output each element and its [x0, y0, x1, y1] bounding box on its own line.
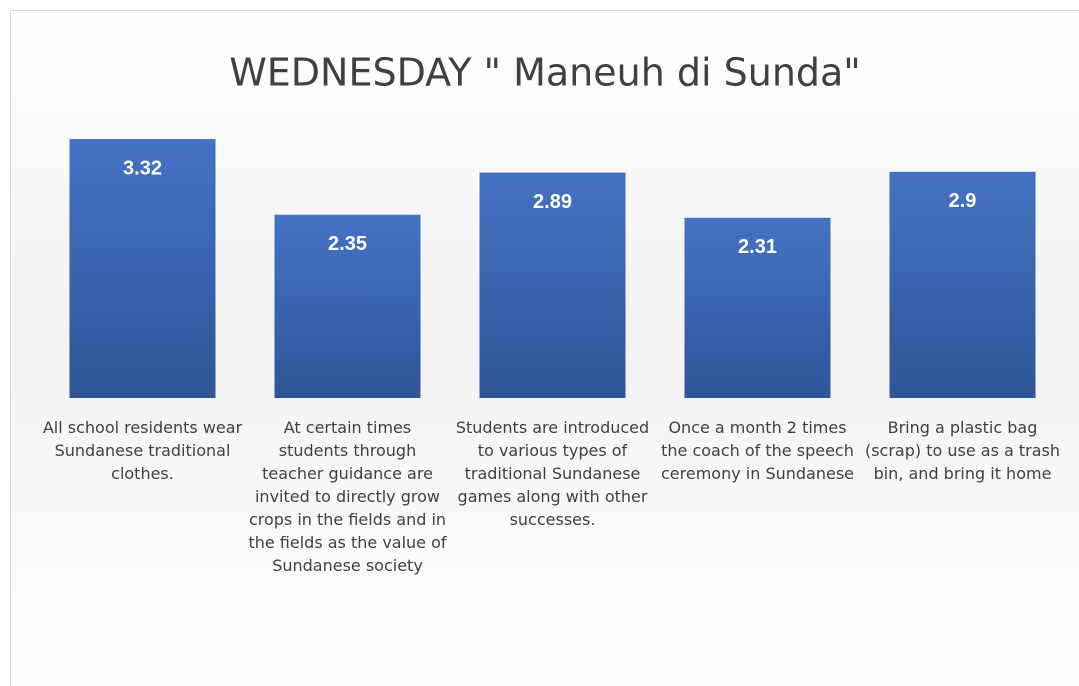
bar: [274, 214, 421, 398]
value-label: 2.35: [328, 233, 367, 255]
value-label: 2.89: [533, 191, 572, 213]
x-tick-label: Once a month 2 times the coach of the sp…: [660, 418, 854, 483]
x-tick-label: At certain times students through teache…: [248, 418, 447, 575]
value-label: 3.32: [123, 157, 162, 179]
bar: [889, 171, 1036, 398]
value-label: 2.31: [738, 236, 777, 258]
chart-title: WEDNESDAY " Maneuh di Sunda": [229, 51, 861, 95]
bar: [479, 172, 626, 398]
x-tick-label-box: Once a month 2 times the coach of the sp…: [660, 418, 854, 483]
x-tick-label: Bring a plastic bag (scrap) to use as a …: [864, 418, 1061, 483]
x-tick-label: All school residents wear Sundanese trad…: [42, 418, 243, 483]
value-label: 2.9: [949, 190, 977, 212]
bar: [684, 217, 831, 398]
x-tick-label-box: All school residents wear Sundanese trad…: [42, 418, 243, 483]
x-tick-label-box: At certain times students through teache…: [248, 418, 447, 575]
x-tick-label-box: Students are introduced to various types…: [455, 418, 650, 529]
bar: [69, 139, 216, 399]
x-tick-label-box: Bring a plastic bag (scrap) to use as a …: [864, 418, 1061, 483]
x-tick-label: Students are introduced to various types…: [455, 418, 650, 529]
